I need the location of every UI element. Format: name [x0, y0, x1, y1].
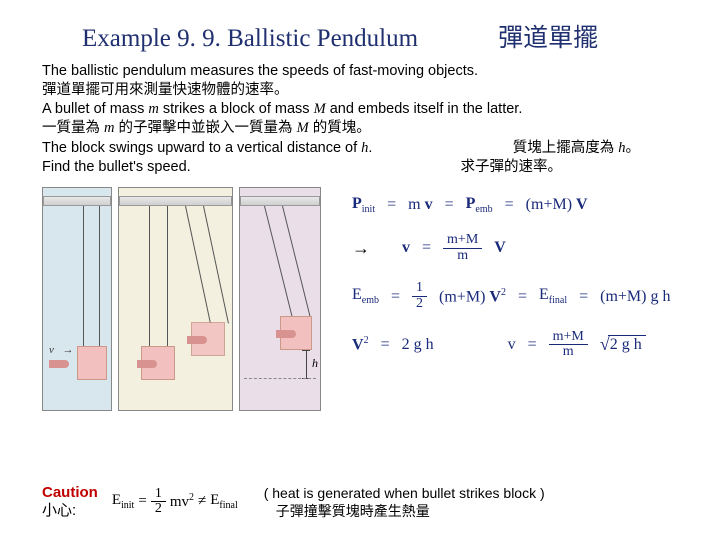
title-row: Example 9. 9. Ballistic Pendulum 彈道單擺: [0, 0, 720, 60]
line4: 一質量為 m 的子彈擊中並嵌入一質量為 M 的質塊。: [42, 119, 680, 138]
string: [83, 206, 84, 346]
caution-row: Caution 小心: Einit = 12 mv2 ≠ Efinal ( he…: [42, 484, 700, 520]
content-row: v⃗→ h P: [0, 181, 720, 411]
caution-note: ( heat is generated when bullet strikes …: [264, 484, 545, 520]
diagram-panel-before: v⃗→: [42, 187, 112, 411]
string: [167, 206, 168, 346]
line1: The ballistic pendulum measures the spee…: [42, 62, 680, 81]
line6: Find the bullet's speed. 求子彈的速率。: [42, 158, 680, 177]
string: [264, 206, 294, 321]
baseline: [244, 378, 316, 379]
eq-result: V2 = 2 g h v = m+Mm 2 g h: [352, 330, 710, 360]
eq-momentum: Pinit = m v = Pemb = (m+M) V: [352, 195, 710, 215]
support-bar: [43, 196, 111, 206]
h-label: h: [312, 356, 318, 371]
line5: The block swings upward to a vertical di…: [42, 139, 680, 158]
bullet-embedded: [187, 336, 207, 344]
caution-label: Caution 小心:: [42, 484, 98, 520]
example-title: Example 9. 9. Ballistic Pendulum: [82, 25, 418, 53]
arrow-icon: →: [352, 238, 370, 259]
string: [99, 206, 100, 346]
support-bar: [240, 196, 320, 206]
string: [149, 206, 150, 346]
problem-text: The ballistic pendulum measures the spee…: [0, 60, 720, 181]
equations: Pinit = m v = Pemb = (m+M) V → v = m+Mm …: [322, 187, 710, 411]
block: [77, 346, 107, 380]
diagram-panel-height: h: [239, 187, 321, 411]
eq-v-solve: → v = m+Mm V: [352, 233, 710, 263]
bullet-embedded: [137, 360, 157, 368]
eq-energy: Eemb = 12 (m+M) V2 = Efinal = (m+M) g h: [352, 281, 710, 311]
pendulum-diagram: v⃗→ h: [42, 187, 322, 411]
diagram-panel-impact: [118, 187, 233, 411]
velocity-label: v⃗→: [49, 344, 73, 356]
bullet-embedded: [276, 330, 296, 338]
support-bar: [119, 196, 232, 206]
string: [282, 206, 312, 321]
line3: A bullet of mass m strikes a block of ma…: [42, 100, 680, 119]
bullet: [49, 360, 69, 368]
caution-equation: Einit = 12 mv2 ≠ Efinal: [112, 487, 238, 517]
example-title-cn: 彈道單擺: [498, 18, 598, 54]
line2: 彈道單擺可用來測量快速物體的速率。: [42, 81, 680, 100]
h-line: [306, 350, 307, 378]
